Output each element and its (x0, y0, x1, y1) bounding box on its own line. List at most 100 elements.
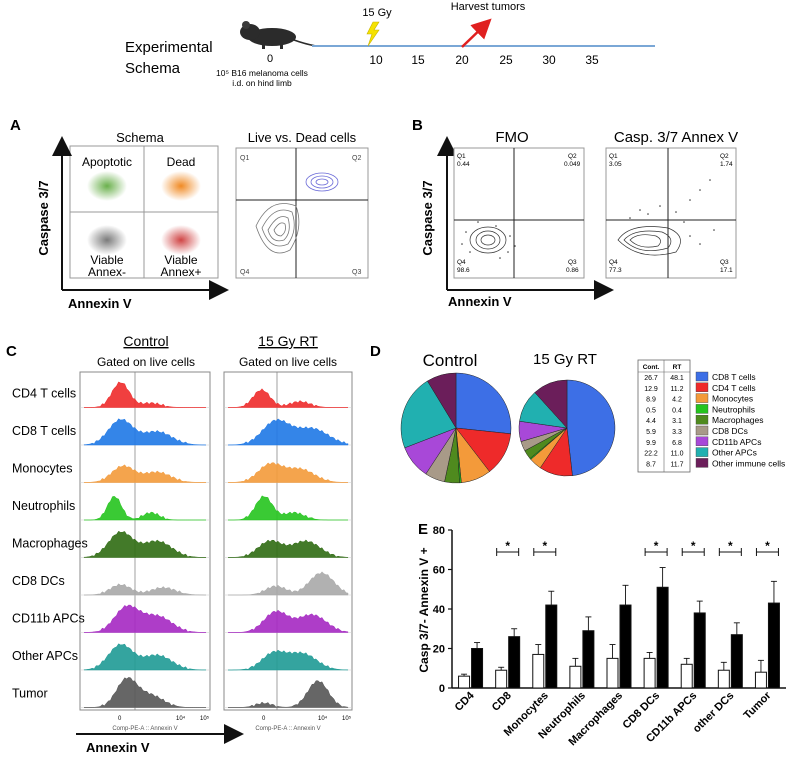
rt-histogram (228, 495, 348, 521)
table-rt-value: 3.1 (672, 418, 682, 425)
rt-histogram (227, 539, 349, 558)
histogram-row-label: Neutrophils (12, 499, 75, 513)
casp-plot: Q1 3.05 Q2 1.74 Q4 77.3 Q3 17.1 (605, 147, 737, 279)
significance-star: * (542, 539, 547, 553)
significance-star: * (765, 539, 770, 553)
panel-a-xlabel: Annexin V (68, 296, 132, 311)
histogram-row-label: Monocytes (12, 462, 72, 476)
table-rt-value: 11.0 (670, 451, 683, 458)
fmo-q3-value: 0.86 (566, 267, 579, 274)
contour-blue (305, 172, 339, 192)
legend-swatch (695, 447, 709, 457)
pie-slice (566, 379, 616, 476)
y-tick-label: 80 (433, 525, 445, 537)
fmo-q1: Q1 (457, 153, 466, 160)
rt-histogram (228, 649, 349, 671)
timeline-days: 10 15 20 25 30 35 (369, 53, 599, 67)
q-label: Q1 (240, 155, 249, 162)
fmo-q1-value: 0.44 (457, 161, 470, 168)
panel-c-control-title: Control (123, 333, 168, 349)
pie-value-table: Cont. RT 26.7 48.1 12.9 11.2 8.9 4.2 0.5 0.4 4.4… (637, 359, 691, 473)
bar (730, 634, 743, 689)
day-label: 10 (369, 53, 383, 67)
casp-q4-value: 77.3 (609, 267, 622, 274)
significance-star: * (691, 539, 696, 553)
legend-swatch (695, 425, 709, 436)
table-control-value: 0.5 (646, 407, 656, 414)
table-rt-value: 6.8 (672, 440, 682, 447)
casp-q3: Q3 (720, 259, 729, 266)
pie-slice (455, 372, 512, 435)
table-rt-value: 3.3 (672, 429, 682, 436)
legend-label: CD8 T cells (712, 372, 756, 382)
legend-swatch (695, 436, 709, 446)
q-label: Q3 (352, 269, 361, 276)
harvest-arrow-icon (461, 18, 492, 48)
day-label: 15 (411, 53, 425, 67)
histogram-row-label: CD4 T cells (12, 387, 76, 401)
rt-histogram (228, 609, 349, 633)
bar (717, 669, 730, 689)
control-histogram (84, 496, 206, 521)
legend-swatch (695, 458, 709, 468)
pie-rt-title: 15 Gy RT (533, 351, 597, 368)
day-label: 30 (542, 53, 556, 67)
table-control-value: 8.7 (646, 461, 656, 468)
bar (582, 630, 595, 689)
viable-pos-label-2: Annex+ (160, 265, 201, 279)
control-axis-caption: Comp-PE-A :: Annexin V (112, 726, 177, 732)
bar (643, 657, 656, 689)
control-histogram (83, 464, 206, 483)
table-rt-value: 4.2 (672, 397, 682, 404)
legend-swatch (695, 371, 709, 382)
fmo-q2-value: 0.049 (564, 161, 581, 168)
legend-label: Neutrophils (712, 404, 755, 414)
bar (606, 657, 619, 689)
significance-star: * (728, 539, 733, 553)
bar (656, 586, 669, 689)
table-control-value: 9.9 (646, 440, 656, 447)
casp-q3-value: 17.1 (720, 267, 733, 274)
pie-rt (518, 379, 616, 477)
legend-label: CD8 DCs (712, 426, 748, 436)
bar (619, 604, 632, 689)
bar (471, 648, 484, 689)
legend-swatch (695, 382, 709, 392)
table-rt-value: 11.2 (670, 386, 683, 393)
panel-c: C Control 15 Gy RT Gated on live cells G… (6, 333, 353, 755)
pie-control (400, 372, 512, 484)
histogram-row-label: CD8 T cells (12, 424, 76, 438)
dead-blob (161, 171, 201, 201)
panel-a: A Schema Apoptotic Dead Viable Annex- Vi… (10, 117, 369, 311)
y-tick-label: 20 (433, 644, 445, 656)
panel-c-row-labels: CD4 T cells CD8 T cells Monocytes Neutrophi… (12, 387, 88, 701)
bar (767, 602, 780, 689)
panel-b: B FMO Casp. 3/7 Annex V Caspase 3/7 Anne… (412, 117, 738, 309)
fmo-title: FMO (495, 129, 528, 146)
category-label: Tumor (741, 689, 774, 722)
contour-plot: Q1 Q2 Q4 Q3 (235, 147, 369, 279)
control-histogram (84, 677, 206, 708)
legend-label: Macrophages (712, 415, 764, 425)
panel-e-letter: E (418, 521, 428, 538)
viable-pos-label-1: Viable (164, 253, 197, 267)
histogram-row-label: CD8 DCs (12, 574, 65, 588)
table-header-rt: RT (673, 364, 682, 371)
bar (569, 665, 582, 689)
legend-label: Monocytes (712, 394, 753, 404)
fmo-contour (469, 226, 507, 254)
legend-swatch (695, 415, 709, 425)
quadrant-schema-box: Apoptotic Dead Viable Annex- Viable Anne… (69, 145, 219, 279)
table-rt-value: 0.4 (672, 407, 682, 414)
histogram-row-label: Tumor (12, 687, 48, 701)
rt-histogram (228, 388, 348, 408)
apoptotic-blob (87, 171, 127, 201)
panel-c-control-gated: Gated on live cells (97, 355, 195, 369)
control-histogram (83, 643, 207, 671)
control-histogram (83, 418, 207, 446)
panel-e-ylabel: Casp 3/7- Annexin V + (417, 547, 431, 672)
cells-label-line1: 10⁵ B16 melanoma cells (216, 68, 308, 78)
panel-b-xlabel: Annexin V (448, 294, 512, 309)
